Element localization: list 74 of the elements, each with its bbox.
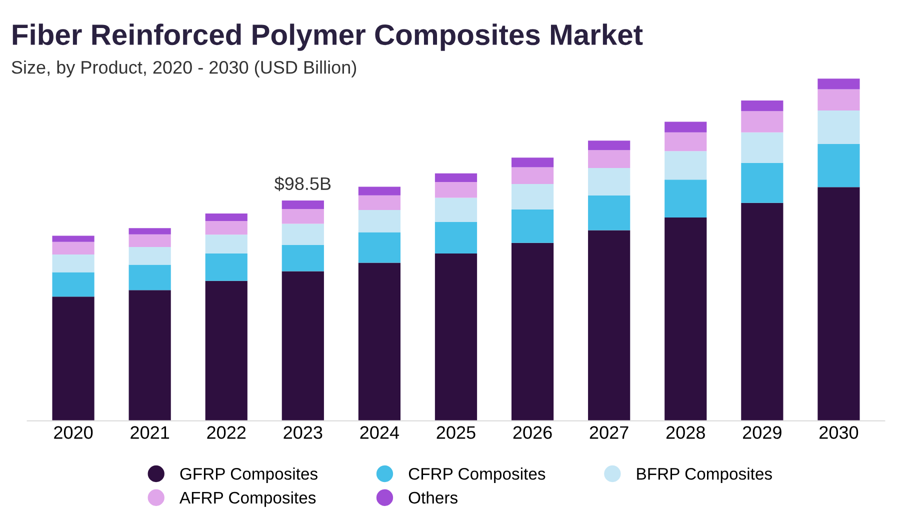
x-tick-label: 2024 [360,426,400,439]
x-tick-label: 2026 [513,426,552,439]
x-tick-label: 2022 [207,426,246,439]
chart-subtitle: Size, by Product, 2020 - 2030 (USD Billion) [12,60,356,78]
bar [664,218,707,421]
bar [205,213,248,221]
bar [282,271,324,421]
bar [511,167,554,184]
bar [588,140,630,150]
x-tick-label: 2027 [590,426,628,439]
bar [282,224,324,245]
bar [741,100,784,112]
bar [128,234,171,247]
bar [818,144,860,188]
bar [282,244,324,272]
bar [282,200,324,210]
bar [358,262,401,421]
bar [358,210,401,232]
bar [52,242,94,255]
bar [741,132,784,163]
x-tick-label: 2021 [130,426,170,439]
annotation: $98.5B [274,176,331,192]
bar [358,195,401,210]
x-tick-label: 2025 [436,426,476,439]
bar [434,198,478,222]
bar [52,254,94,272]
x-tick-label: 2030 [820,426,858,439]
bar [511,242,554,421]
bar [818,89,860,110]
x-tick-label: 2028 [666,426,705,439]
bar [588,195,630,230]
bar [511,184,554,210]
bar [511,158,554,168]
bar [52,236,94,242]
bar [205,280,248,421]
legend-label: CFRP Composites [408,468,546,484]
bar [434,222,478,254]
bar [818,110,860,144]
bar [434,173,478,182]
x-tick-label: 2020 [54,426,93,439]
x-tick-label: 2023 [284,426,322,439]
bar [358,232,401,263]
legend-label: Others [408,491,458,504]
bar [205,220,248,235]
bar [434,253,478,421]
bar [52,296,94,421]
bar [664,151,707,180]
bar [741,111,784,132]
bar [128,264,171,290]
bar [818,78,860,90]
bar [511,209,554,243]
bar [434,182,478,198]
bar [664,180,707,218]
x-tick-label: 2029 [743,426,782,439]
bar [588,150,630,168]
bar [741,162,784,203]
bar [205,253,248,281]
bar [128,290,171,421]
bar [588,230,630,421]
chart-title: Fiber Reinforced Polymer Composites Market [12,24,643,51]
bar [52,272,94,297]
legend-label: BFRP Composites [637,468,772,484]
bar [205,234,248,254]
bar [128,228,171,234]
bar [664,122,707,132]
bar [818,187,860,421]
bar [664,132,707,152]
bar [282,209,324,224]
bar [358,186,401,196]
bar [741,202,784,421]
bar [588,168,630,196]
legend-label: AFRP Composites [179,491,316,507]
bar [128,246,171,265]
legend-label: GFRP Composites [180,468,318,484]
